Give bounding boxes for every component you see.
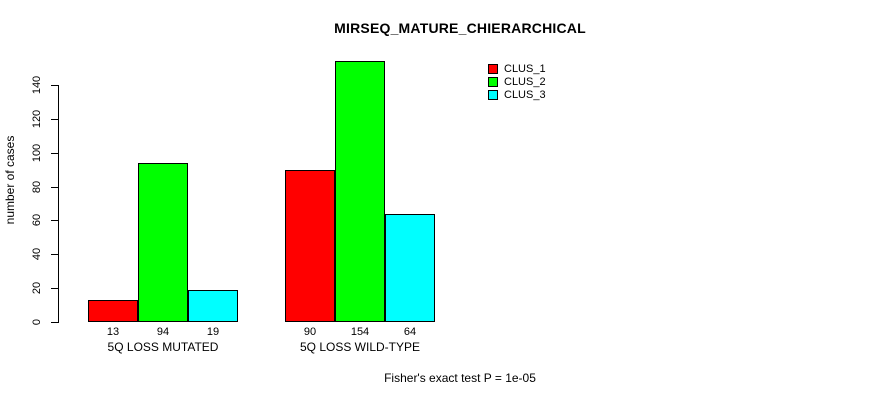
bar-clus_2-group2 — [335, 61, 385, 322]
group-label: 5Q LOSS MUTATED — [107, 340, 219, 354]
y-axis-label: number of cases — [3, 135, 17, 225]
legend-row: CLUS_3 — [488, 88, 546, 101]
bar-value-label: 94 — [156, 326, 170, 338]
y-tick-mark — [51, 254, 58, 256]
y-tick-label: 120 — [31, 109, 43, 129]
stat-annotation: Fisher's exact test P = 1e-05 — [384, 371, 536, 385]
y-tick-mark — [51, 152, 58, 154]
bar-clus_3-group1 — [188, 290, 238, 322]
legend-swatch-icon — [488, 76, 498, 87]
y-tick-mark — [51, 322, 58, 323]
legend-label: CLUS_1 — [504, 62, 546, 75]
chart-title: MIRSEQ_MATURE_CHIERARCHICAL — [334, 20, 586, 36]
group-label: 5Q LOSS WILD-TYPE — [299, 340, 421, 354]
y-tick-mark — [51, 85, 58, 86]
bar-value-label: 19 — [206, 326, 220, 338]
legend-row: CLUS_2 — [488, 75, 546, 88]
y-tick-label: 80 — [31, 180, 43, 193]
bar-value-label: 64 — [403, 326, 417, 338]
y-axis-line — [58, 85, 59, 323]
y-tick-mark — [51, 288, 58, 290]
y-tick-label: 60 — [31, 214, 43, 227]
y-tick-mark — [51, 186, 58, 188]
y-tick-label: 100 — [31, 143, 43, 162]
bar-value-label: 90 — [303, 326, 317, 338]
bar-clus_2-group1 — [138, 163, 188, 322]
bar-clus_1-group1 — [88, 300, 138, 322]
bar-clus_3-group2 — [385, 214, 435, 322]
y-tick-label: 20 — [31, 282, 43, 295]
legend: CLUS_1 CLUS_2 CLUS_3 — [488, 62, 546, 101]
y-tick-mark — [51, 220, 58, 222]
legend-swatch-icon — [488, 63, 498, 74]
bar-value-label: 13 — [106, 326, 120, 338]
legend-label: CLUS_3 — [504, 88, 546, 101]
bar-value-label: 154 — [350, 326, 370, 338]
y-tick-label: 140 — [31, 75, 43, 95]
legend-row: CLUS_1 — [488, 62, 546, 75]
bar-clus_1-group2 — [285, 170, 335, 322]
legend-label: CLUS_2 — [504, 75, 546, 88]
legend-swatch-icon — [488, 89, 498, 100]
y-tick-label: 40 — [31, 248, 43, 261]
y-tick-mark — [51, 118, 58, 120]
y-tick-label: 0 — [31, 318, 43, 326]
